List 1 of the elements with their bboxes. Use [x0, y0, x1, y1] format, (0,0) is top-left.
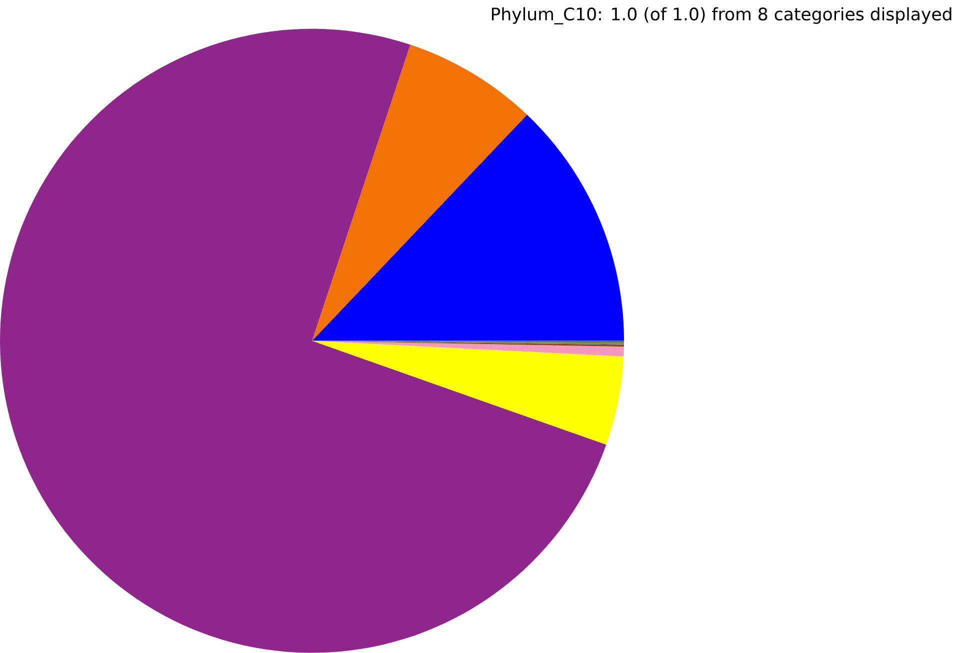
text: Phylum_C10: 1.0 (of 1.0) from 8 categories displayed — [492, 7, 952, 24]
